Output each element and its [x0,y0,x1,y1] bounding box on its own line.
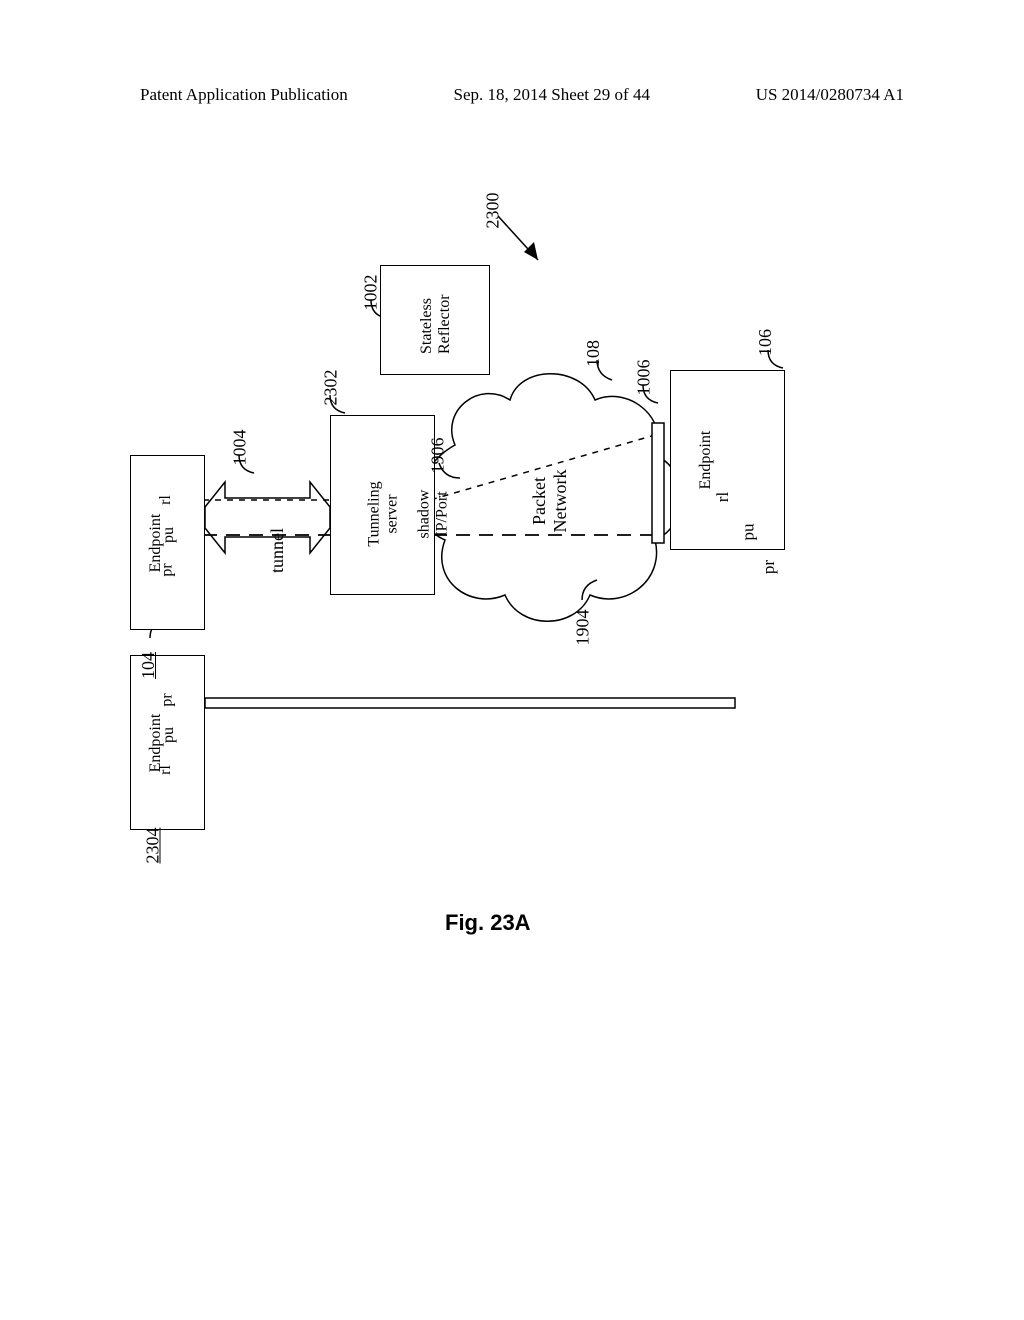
header-left: Patent Application Publication [140,85,348,105]
ref-104: 104 [138,652,159,679]
packet-network-l1: Packet [529,466,550,536]
endpoint-2304-pu: pu [160,727,178,743]
page-header: Patent Application Publication Sep. 18, … [0,85,1024,105]
ref-1906: 1906 [428,438,449,474]
ref-1904: 1904 [573,610,594,646]
endpoint-104-pu: pu [160,527,178,543]
diagram: Stateless Reflector Tunneling server sha… [0,180,1024,1080]
ref-2300: 2300 [483,193,504,229]
packet-network-l2: Network [550,466,571,536]
stateless-reflector-l1: Stateless [418,304,436,354]
ref-106: 106 [755,329,776,356]
endpoint-104-box: Endpoint rl pu pr [130,455,205,630]
endpoint-104-pr: pr [159,563,177,576]
ref-1006: 1006 [634,360,655,396]
nat-1006 [652,423,664,543]
stateless-reflector-box: Stateless Reflector [380,265,490,375]
ref-2304: 2304 [143,828,164,864]
header-right: US 2014/0280734 A1 [756,85,904,105]
endpoint-2304-box: Endpoint pr pu rl [130,655,205,830]
header-center: Sep. 18, 2014 Sheet 29 of 44 [454,85,650,105]
endpoint-104-rl: rl [157,495,175,505]
tunneling-server-l3: shadow [416,467,434,562]
packet-network-label: Packet Network [529,466,571,536]
bottom-bar [205,698,735,708]
ep106-pr: pr [759,560,779,574]
figure-label: Fig. 23A [445,910,531,936]
diagram-svg [0,180,1024,1080]
endpoint-2304-rl: rl [157,765,175,775]
endpoint-106-box: Endpoint rl pu pr [670,370,785,550]
ep106-rl: rl [713,492,733,502]
tunneling-server-box: Tunneling server shadow IP/Port [330,415,435,595]
tunneling-server-l4: IP/Port [434,467,452,562]
ref-1004: 1004 [230,430,251,466]
ref-2302: 2302 [321,370,342,406]
tunnel-label: tunnel [267,528,288,573]
endpoint-2304-pr: pr [159,693,177,706]
ref-1002: 1002 [361,275,382,311]
ep106-pu: pu [739,524,759,541]
stateless-reflector-l2: Reflector [436,304,454,354]
tunneling-server-l2: server [384,467,402,562]
tunneling-server-l1: Tunneling [366,467,384,562]
arrow-2300 [498,216,538,260]
ref-108: 108 [583,340,604,367]
